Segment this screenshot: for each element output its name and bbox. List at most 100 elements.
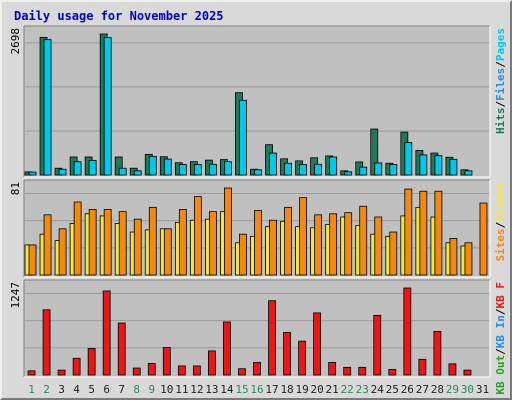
bar-sites-day-8 [133, 218, 142, 276]
legend-entry: KB Out [494, 355, 507, 395]
legend-entry: Pages [494, 28, 507, 61]
bar-files-day-15 [239, 99, 247, 176]
bar-sites-day-26 [404, 188, 413, 276]
bar-sites-day-31 [479, 202, 488, 276]
bar-sites-day-30 [464, 242, 473, 276]
day-label: 11 [175, 383, 188, 396]
bar-files-day-29 [449, 158, 458, 176]
day-label: 25 [386, 383, 399, 396]
bar-files-day-16 [254, 169, 262, 176]
legend-entry: Sites [494, 228, 507, 261]
bar-sites-day-11 [178, 209, 187, 276]
bar-sites-day-28 [434, 190, 443, 276]
day-label: 2 [43, 383, 50, 396]
bar-sites-day-29 [449, 238, 458, 276]
bar-sites-day-22 [344, 212, 353, 276]
bar-kb-f-day-23 [358, 366, 367, 376]
day-label: 7 [118, 383, 125, 396]
bar-hits-day-24 [370, 128, 379, 176]
bar-sites-day-18 [284, 206, 292, 276]
day-label: 23 [356, 383, 369, 396]
panel-2-legend: Sites/Visits [494, 182, 507, 262]
bar-kb-f-day-1 [27, 370, 36, 376]
bar-sites-day-5 [88, 209, 97, 276]
bar-files-day-1 [28, 171, 37, 176]
chart-title: Daily usage for November 2025 [14, 9, 224, 23]
bar-kb-f-day-27 [418, 358, 427, 376]
bar-kb-f-day-29 [448, 363, 457, 376]
bar-files-day-19 [299, 164, 307, 176]
day-label: 13 [205, 383, 218, 396]
bar-files-day-27 [419, 154, 428, 176]
bar-files-day-30 [464, 170, 473, 176]
bar-sites-day-17 [269, 219, 277, 276]
day-label: 19 [295, 383, 308, 396]
bar-kb-f-day-7 [117, 322, 126, 376]
panel-2-max-label: 81 [9, 182, 22, 195]
bar-files-day-13 [209, 163, 217, 176]
bar-sites-day-21 [329, 213, 338, 276]
day-label: 27 [416, 383, 429, 396]
day-label: 9 [148, 383, 155, 396]
day-label: 26 [401, 383, 414, 396]
bar-kb-f-day-2 [42, 309, 51, 376]
bar-files-day-17 [269, 152, 277, 176]
bar-kb-f-day-10 [162, 347, 171, 376]
bar-kb-f-day-21 [328, 362, 337, 376]
bar-kb-f-day-3 [57, 369, 66, 376]
bar-sites-day-25 [389, 231, 398, 276]
bar-sites-day-14 [224, 187, 232, 276]
bar-sites-day-10 [163, 228, 172, 276]
legend-separator: / [494, 308, 507, 315]
day-label: 21 [326, 383, 339, 396]
day-label: 24 [371, 383, 385, 396]
bar-files-day-24 [374, 162, 383, 176]
bar-files-day-28 [434, 155, 443, 176]
legend-separator: / [494, 348, 507, 355]
bar-sites-day-4 [73, 201, 82, 276]
bar-files-day-8 [133, 170, 142, 176]
bar-files-day-11 [178, 164, 187, 176]
bar-sites-day-16 [254, 210, 262, 276]
bar-files-day-5 [88, 159, 97, 176]
bar-files-day-4 [73, 161, 82, 176]
bar-kb-f-day-25 [388, 369, 397, 376]
bar-kb-f-day-26 [403, 287, 412, 376]
legend-separator: / [494, 61, 507, 68]
bar-files-day-18 [284, 162, 292, 176]
bar-files-day-20 [314, 163, 323, 176]
bar-kb-f-day-16 [253, 362, 261, 376]
bar-files-day-6 [103, 37, 112, 176]
bar-sites-day-20 [314, 214, 323, 276]
legend-entry: KB F [494, 282, 507, 309]
bar-kb-f-day-4 [72, 357, 81, 376]
bar-sites-day-1 [28, 244, 37, 276]
bar-files-day-26 [404, 142, 413, 176]
bar-kb-f-day-15 [238, 368, 246, 376]
legend-entry: Visits [494, 182, 507, 222]
bar-kb-f-day-14 [223, 321, 231, 376]
bar-sites-day-2 [43, 214, 52, 276]
legend-entry: Files [494, 68, 507, 101]
day-label: 14 [220, 383, 234, 396]
day-label: 28 [431, 383, 444, 396]
bar-files-day-10 [163, 158, 172, 176]
bar-kb-f-day-6 [102, 290, 111, 376]
bar-sites-day-27 [419, 190, 428, 276]
panel-1-legend: Hits/Files/Pages [494, 28, 507, 134]
day-label: 15 [235, 383, 248, 396]
bar-sites-day-9 [148, 206, 157, 276]
legend-separator: / [494, 221, 507, 228]
day-label: 16 [250, 383, 263, 396]
bar-kb-f-day-9 [147, 363, 156, 376]
bar-sites-day-3 [58, 228, 67, 276]
bar-sites-day-23 [359, 205, 368, 276]
bar-kb-f-day-30 [463, 369, 472, 376]
bar-sites-day-19 [299, 197, 307, 276]
day-label: 12 [190, 383, 203, 396]
bar-kb-f-day-13 [208, 350, 216, 376]
bar-sites-day-7 [118, 211, 127, 276]
bar-files-day-25 [389, 164, 398, 176]
bar-kb-f-day-19 [298, 340, 306, 376]
day-label: 8 [133, 383, 140, 396]
